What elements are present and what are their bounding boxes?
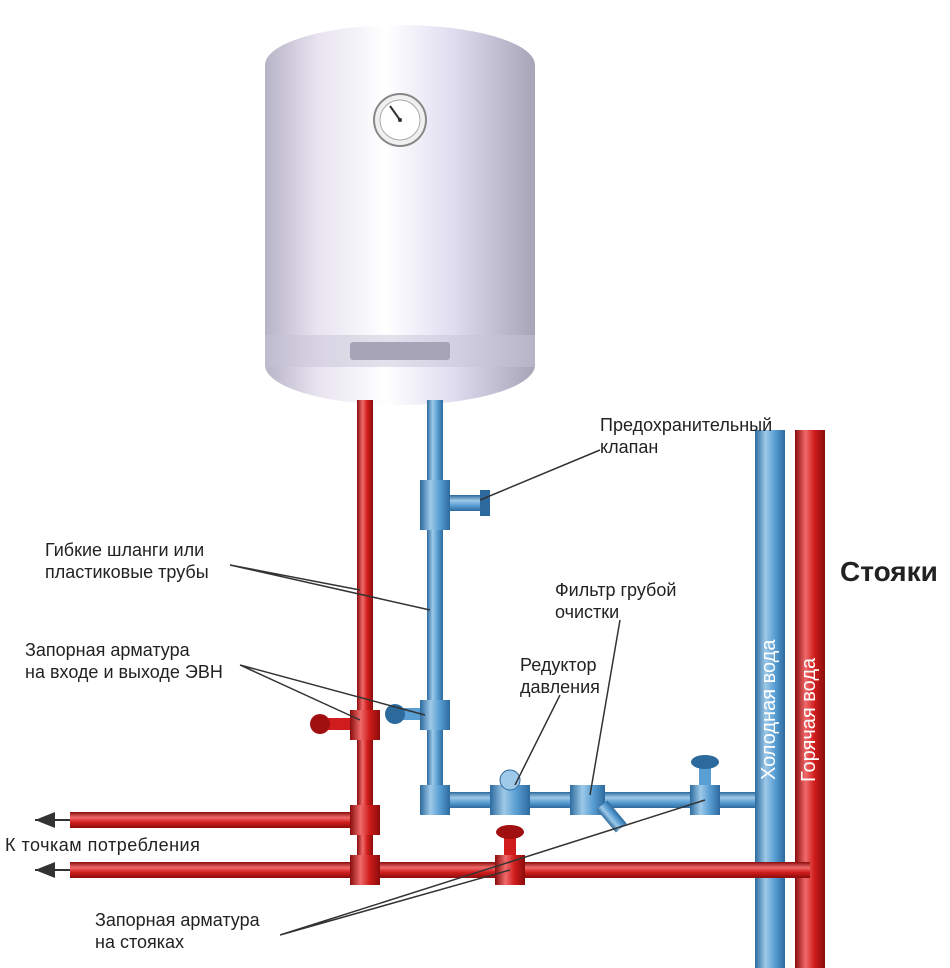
cold-flex-pipe [427,400,443,480]
leader-coarse-filter [590,620,620,795]
hot-pipe-upper [70,812,373,828]
riser-shutoff-hot [495,825,525,885]
water-heater-tank [265,25,535,405]
label-pressure-reducer: Редуктордавления [520,655,600,698]
label-consumers: К точкам потребления [5,835,200,857]
pressure-reducer [490,770,530,815]
hot-flex-pipe [357,400,373,710]
diagram-svg [0,0,950,968]
leader-safety-valve [480,450,600,500]
label-safety-valve: Предохранительныйклапан [600,415,772,458]
leader-flex-hoses [230,565,430,610]
label-flex-hoses: Гибкие шланги илипластиковые трубы [45,540,209,583]
label-coarse-filter: Фильтр грубойочистки [555,580,676,623]
leader-pressure-reducer [515,695,560,785]
hot-shutoff-valve [310,710,380,740]
diagram-canvas: Предохранительныйклапан Гибкие шланги ил… [0,0,950,968]
riser-shutoff-cold [690,755,720,815]
label-shutoff-risers: Запорная арматурана стояках [95,910,260,953]
label-hot-riser: Горячая вода [798,620,821,820]
label-shutoff-io: Запорная арматурана входе и выходе ЭВН [25,640,223,683]
cold-shutoff-valve [385,700,450,730]
hot-pipe-lower [70,862,810,878]
label-cold-riser: Холодная вода [758,600,781,820]
safety-valve [420,480,490,530]
label-risers-title: Стояки [840,555,938,589]
